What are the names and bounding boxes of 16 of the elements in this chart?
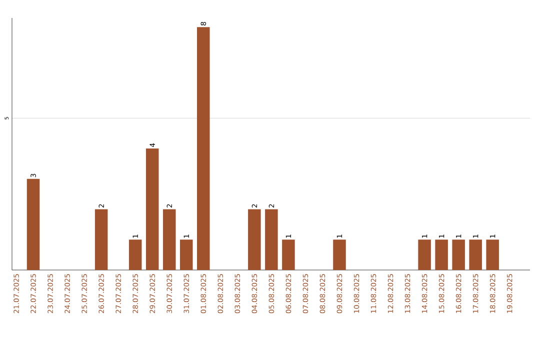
bar [265, 209, 278, 270]
bar [180, 240, 193, 270]
bar [162, 209, 176, 270]
bar [469, 240, 482, 270]
bar [128, 240, 142, 270]
bar [435, 240, 448, 270]
bar [248, 209, 261, 270]
bar [94, 209, 108, 270]
bar [418, 240, 431, 270]
bar [146, 148, 159, 270]
bar [486, 240, 499, 270]
bar [282, 240, 295, 270]
bar [197, 27, 210, 270]
bar [333, 240, 346, 270]
bar [452, 240, 465, 270]
bar [26, 178, 40, 270]
